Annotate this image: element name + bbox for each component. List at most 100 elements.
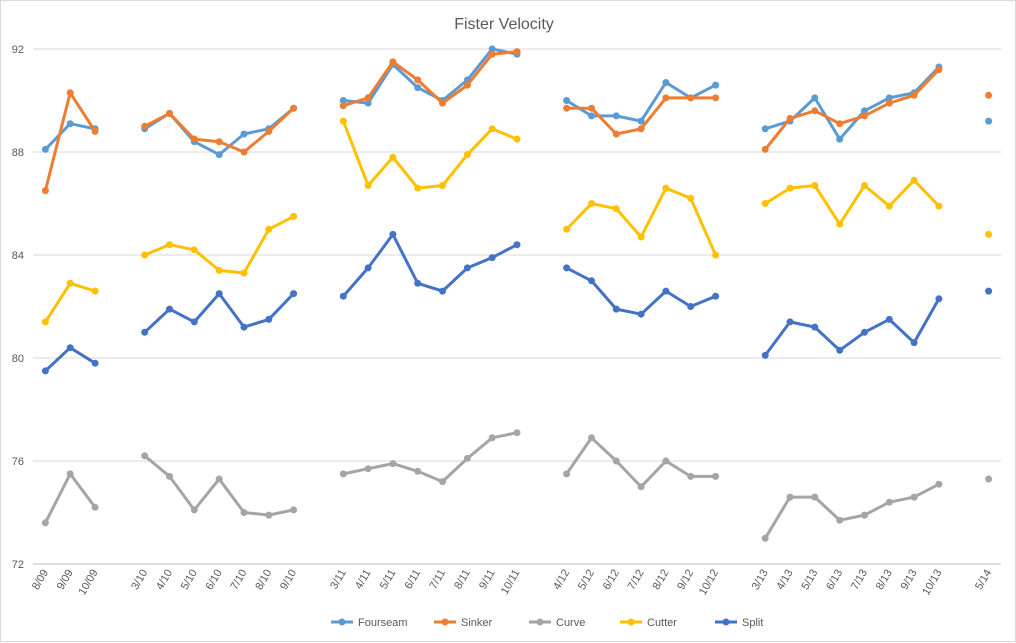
data-point-cutter <box>687 194 695 202</box>
data-point-cutter <box>811 182 819 189</box>
data-point-split <box>935 295 943 303</box>
data-point-curve <box>290 506 298 514</box>
data-point-split <box>141 328 149 336</box>
data-point-split <box>836 346 844 354</box>
data-point-curve <box>861 511 868 519</box>
x-tick-label: 8/10 <box>253 568 274 593</box>
data-point-fourseam <box>41 145 49 153</box>
data-point-cutter <box>637 233 645 241</box>
data-point-split <box>786 318 794 326</box>
data-point-sinker <box>836 120 844 128</box>
series-line-split <box>143 292 296 334</box>
data-point-sinker <box>215 138 223 146</box>
data-point-curve <box>662 457 670 465</box>
series-curve <box>41 429 993 542</box>
legend-item-cutter: Cutter <box>620 617 677 629</box>
series-line-sinker <box>341 50 519 108</box>
data-point-curve <box>439 478 446 486</box>
data-point-curve <box>215 475 223 483</box>
data-point-sinker <box>861 112 868 120</box>
series-line-cutter <box>341 119 519 190</box>
x-tick-label: 8/13 <box>874 568 895 593</box>
data-point-sinker <box>91 127 99 135</box>
series-group <box>41 45 993 542</box>
x-tick-label: 6/11 <box>403 568 424 592</box>
data-point-cutter <box>885 202 893 210</box>
data-point-fourseam <box>612 112 620 120</box>
data-point-cutter <box>612 205 620 213</box>
data-point-split <box>811 323 819 331</box>
series-sinker <box>41 48 993 195</box>
data-point-fourseam <box>240 130 248 138</box>
legend-swatch-marker <box>441 618 449 626</box>
data-point-split <box>290 290 298 298</box>
legend-label: Split <box>742 617 763 629</box>
data-point-fourseam <box>885 94 893 102</box>
data-point-cutter <box>339 117 347 125</box>
x-tick-label: 3/13 <box>750 568 771 593</box>
data-point-split <box>488 254 496 262</box>
data-point-split <box>712 292 720 300</box>
series-line-fourseam <box>341 47 519 105</box>
data-point-split <box>985 287 993 295</box>
x-tick-label: 7/10 <box>228 568 249 593</box>
legend-swatch-marker <box>338 618 346 626</box>
series-line-split <box>341 232 519 298</box>
data-point-fourseam <box>588 112 595 120</box>
x-tick-label: 7/12 <box>626 568 647 593</box>
data-point-split <box>513 241 521 249</box>
x-tick-label: 7/13 <box>849 568 870 593</box>
data-point-fourseam <box>414 84 422 92</box>
data-point-curve <box>786 493 794 501</box>
x-tick-label: 10/12 <box>697 568 721 598</box>
x-tick-label: 3/10 <box>129 568 150 593</box>
x-tick-label: 7/11 <box>427 568 448 592</box>
x-tick-label: 5/10 <box>179 568 200 593</box>
data-point-sinker <box>985 91 993 99</box>
legend-swatch-marker <box>536 618 544 626</box>
data-point-fourseam <box>563 97 571 104</box>
data-point-cutter <box>588 200 595 207</box>
data-point-fourseam <box>215 151 223 159</box>
x-tick-label: 5/12 <box>576 568 597 593</box>
data-point-cutter <box>439 182 446 189</box>
data-point-curve <box>41 519 49 527</box>
data-point-sinker <box>339 102 347 110</box>
data-point-split <box>166 305 173 313</box>
data-point-curve <box>513 429 521 437</box>
data-point-sinker <box>439 99 446 107</box>
x-tick-label: 10/09 <box>76 568 100 598</box>
x-tick-label: 4/10 <box>154 568 175 593</box>
x-tick-label: 9/09 <box>55 568 76 593</box>
data-point-cutter <box>488 125 496 133</box>
data-point-sinker <box>488 50 496 58</box>
y-tick-label: 92 <box>12 44 24 56</box>
data-point-split <box>463 264 471 272</box>
x-tick-label: 9/12 <box>675 568 696 593</box>
data-point-sinker <box>786 115 794 122</box>
series-line-curve <box>43 472 97 525</box>
data-point-split <box>265 315 273 323</box>
data-point-sinker <box>935 66 943 74</box>
data-point-cutter <box>364 182 372 189</box>
x-tick-label: 10/11 <box>499 568 523 597</box>
y-tick-label: 84 <box>12 250 24 262</box>
legend-label: Cutter <box>647 617 677 629</box>
x-tick-label: 9/10 <box>278 568 299 593</box>
data-point-split <box>861 328 868 336</box>
data-point-sinker <box>761 145 769 153</box>
data-point-cutter <box>265 225 273 233</box>
data-point-curve <box>141 452 149 460</box>
data-point-split <box>662 287 670 295</box>
data-point-cutter <box>41 318 49 326</box>
data-point-split <box>588 277 595 285</box>
data-point-curve <box>166 472 173 480</box>
data-point-sinker <box>41 187 49 195</box>
data-point-split <box>910 339 918 347</box>
x-tick-label: 9/11 <box>477 568 498 592</box>
data-point-cutter <box>761 200 769 207</box>
data-point-curve <box>687 472 695 480</box>
series-line-curve <box>565 436 718 489</box>
data-point-sinker <box>66 89 74 97</box>
